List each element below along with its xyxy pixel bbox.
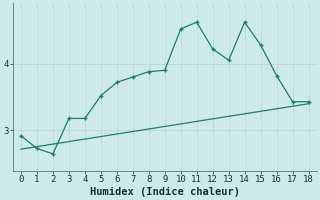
X-axis label: Humidex (Indice chaleur): Humidex (Indice chaleur) <box>90 186 240 197</box>
